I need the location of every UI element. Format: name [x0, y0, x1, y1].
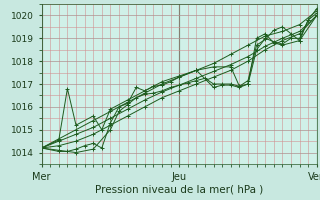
X-axis label: Pression niveau de la mer( hPa ): Pression niveau de la mer( hPa ): [95, 184, 263, 194]
